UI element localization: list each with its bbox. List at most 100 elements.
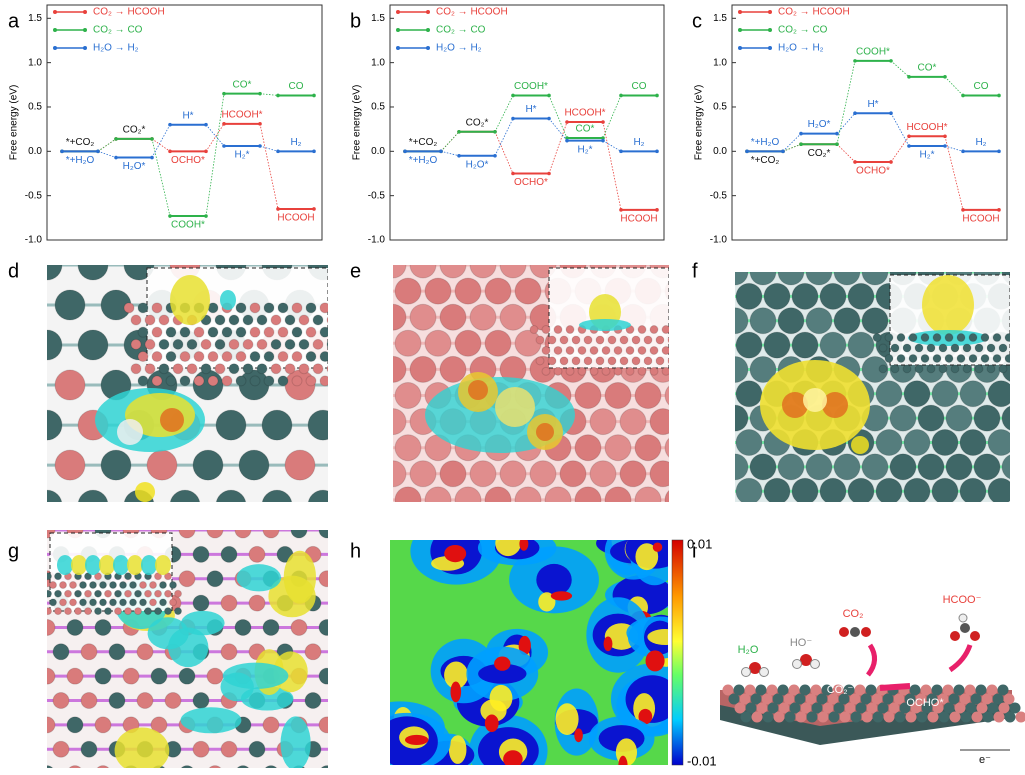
level-label: CO* [233,79,252,90]
atom [144,338,156,350]
level-label: H₂ [290,137,301,148]
atom [805,693,817,705]
atom [159,598,167,607]
atom [365,383,391,409]
atom [625,345,635,355]
atom [861,355,889,383]
level-dot [60,149,64,154]
atom [850,711,862,723]
atom [833,307,861,335]
atom [861,307,889,335]
atom [469,303,497,331]
atom [938,711,950,723]
atom [134,607,142,616]
level-dot [853,111,857,115]
atom [249,351,261,363]
connector [890,112,910,147]
legend-dot [53,28,57,32]
atom [172,363,184,375]
colorbar-label: 0.01 [687,536,712,551]
molecule-atom [960,623,970,633]
level-label: CO₂* [466,117,489,128]
atom [619,356,629,366]
atom [735,429,763,457]
atom [694,454,720,480]
atom [1016,430,1025,456]
level-dot [961,149,965,154]
atom [165,375,177,387]
atom [574,434,602,462]
atom [735,404,749,432]
atom [643,335,653,345]
atom [84,607,92,616]
panel-i-label: HCOO⁻ [943,594,982,606]
molecule-atom [759,667,769,677]
atom [839,711,851,723]
atom [164,607,172,616]
atom [319,302,328,314]
atom [454,486,482,502]
atom [262,618,280,636]
density-blob [495,540,521,557]
y-tick-label: 0.0 [371,146,385,157]
density-blob [444,544,467,563]
atom [136,643,154,661]
atom [988,235,1014,261]
atom [220,594,238,612]
atom [674,346,682,354]
atom [909,684,921,696]
atom [819,282,847,310]
atom [207,326,219,338]
atom [109,598,117,607]
atom [136,692,154,710]
level-label: *+H₂O [409,155,438,166]
atom [9,290,39,320]
atom [169,598,177,607]
atom [820,235,846,261]
atom [889,404,917,432]
atom [164,589,172,598]
atom [708,332,734,358]
level-dot [511,171,515,176]
level-dot [655,208,659,212]
atom [307,409,328,441]
atom [1004,711,1016,723]
atom [114,607,122,616]
atom [960,235,986,261]
atom [54,449,86,481]
atom [571,356,581,366]
atom [620,513,646,539]
atom [290,530,308,539]
atom [998,702,1010,714]
atom [66,618,84,636]
atom [319,375,328,387]
atom [959,693,971,705]
panel-letter: h [350,540,361,562]
atom [154,589,162,598]
atom [661,325,669,335]
atom [228,314,240,326]
atom [589,345,599,355]
atom [962,343,972,353]
atom [89,581,97,589]
atom [695,383,721,409]
density-blob [603,636,613,652]
atom [827,693,839,705]
atom [744,684,756,696]
atom [649,408,669,436]
atom [66,667,84,685]
atom [9,450,39,480]
atom [997,684,1009,696]
atom [242,314,254,326]
atom [333,498,349,514]
level-label: OCHO* [856,166,890,177]
legend-label: CO₂ → CO [436,25,486,36]
atom [263,302,275,314]
atom [945,453,973,481]
atom [529,460,557,488]
atom [920,333,930,343]
atom [613,366,623,376]
atom [884,353,894,363]
level-label: CO* [576,124,595,135]
atom [937,693,949,705]
